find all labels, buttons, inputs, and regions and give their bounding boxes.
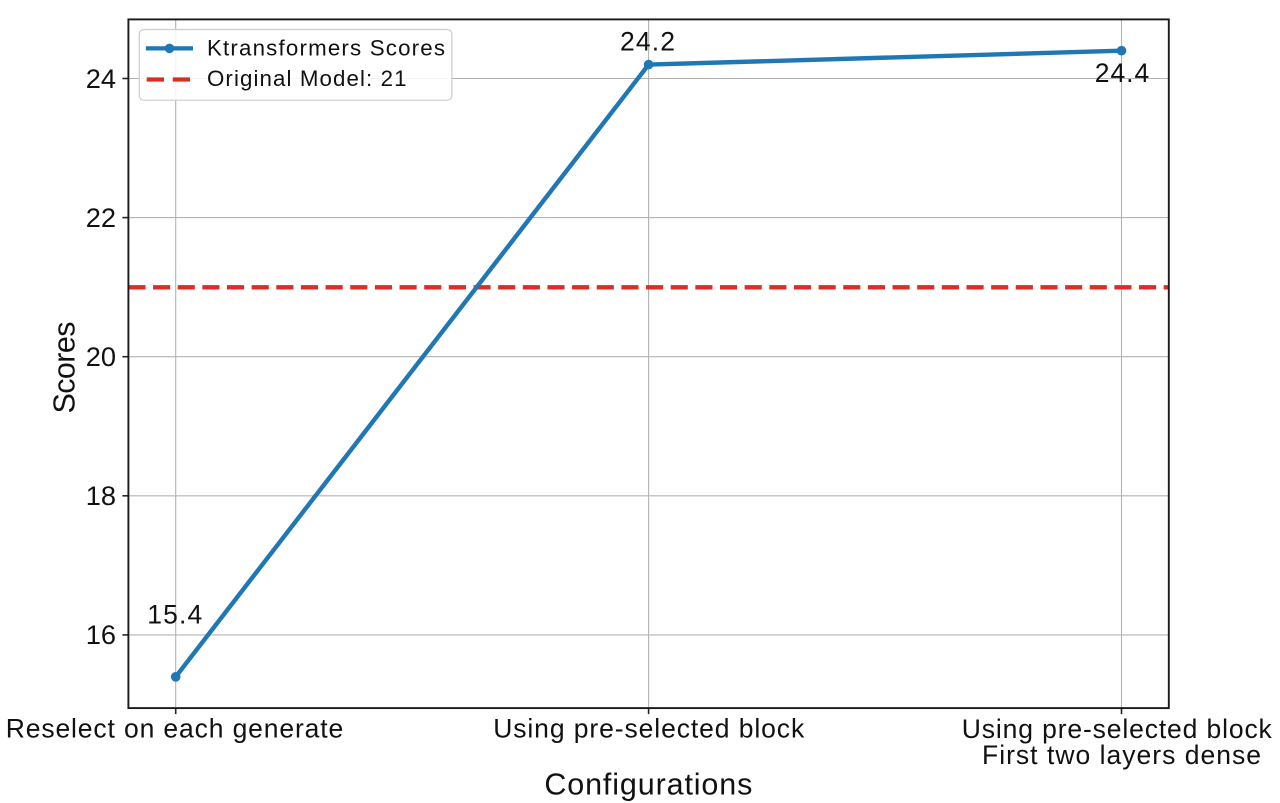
svg-text:Using pre-selected block: Using pre-selected block [493, 714, 805, 744]
svg-text:Using pre-selected block: Using pre-selected block [962, 714, 1273, 744]
svg-text:Ktransformers Scores: Ktransformers Scores [207, 36, 445, 61]
svg-text:Reselect on each generate: Reselect on each generate [6, 714, 344, 744]
svg-text:24.4: 24.4 [1095, 58, 1150, 88]
svg-text:24: 24 [86, 63, 116, 94]
svg-text:20: 20 [86, 341, 116, 372]
svg-text:Original Model: 21: Original Model: 21 [207, 66, 407, 91]
svg-text:Configurations: Configurations [544, 768, 752, 802]
svg-text:22: 22 [86, 202, 116, 233]
svg-text:First two layers dense: First two layers dense [982, 740, 1261, 770]
svg-text:18: 18 [86, 480, 116, 511]
svg-text:Scores: Scores [48, 322, 82, 414]
svg-text:16: 16 [86, 619, 116, 650]
svg-text:15.4: 15.4 [147, 599, 202, 629]
svg-text:24.2: 24.2 [620, 27, 675, 57]
